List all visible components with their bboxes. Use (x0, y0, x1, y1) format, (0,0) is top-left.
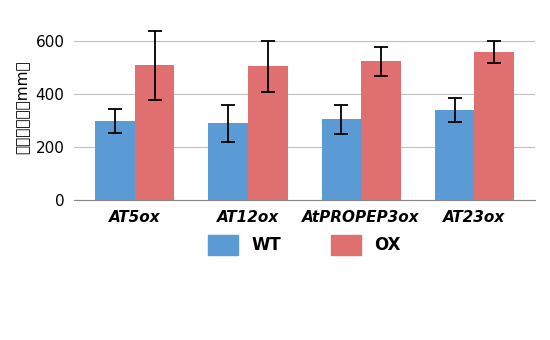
Bar (435, 110, 475, 200)
Bar (322, 119, 361, 200)
Legend: WT, OX: WT, OX (201, 228, 408, 262)
Bar (248, 67, 288, 200)
Bar (208, 123, 248, 200)
Bar (135, 65, 174, 200)
Bar (95, 121, 135, 200)
Y-axis label: 主根の長さ（mm）: 主根の長さ（mm） (15, 61, 30, 154)
Bar (475, 52, 514, 200)
Bar (361, 61, 401, 200)
